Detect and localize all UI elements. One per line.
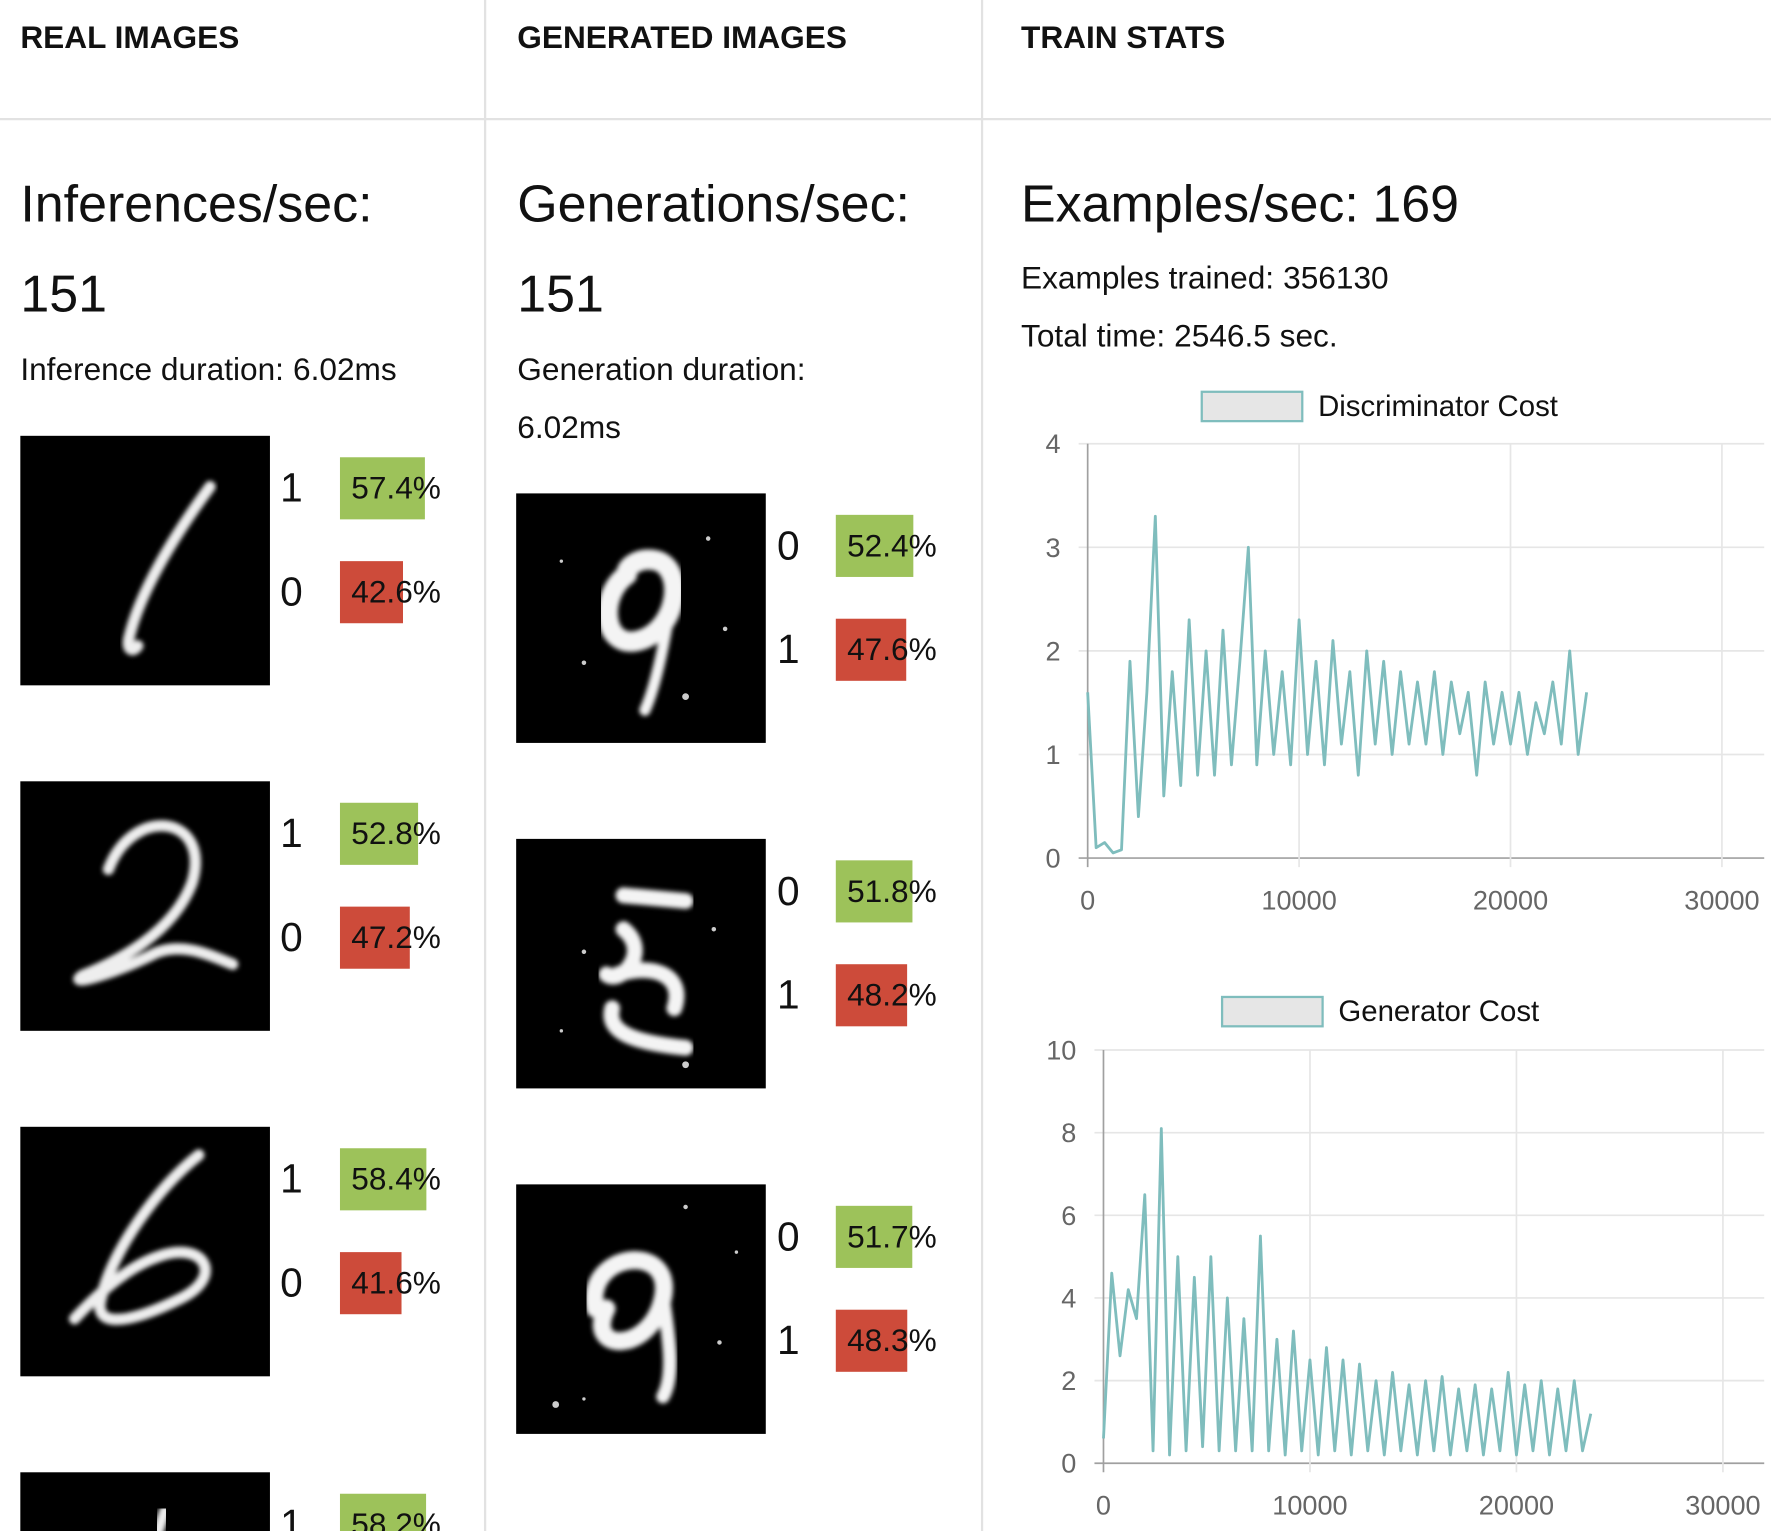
probability-bar bbox=[339, 1148, 427, 1211]
duration: Inference duration: 6.02ms bbox=[20, 351, 396, 387]
real-image bbox=[20, 1126, 270, 1377]
class-label: 1 bbox=[280, 810, 303, 856]
x-tick-label: 10000 bbox=[1261, 884, 1336, 915]
class-label: 0 bbox=[280, 569, 303, 615]
probability-bar bbox=[339, 1252, 402, 1315]
trained-value: 356130 bbox=[1283, 260, 1389, 296]
probability-label: 51.7% bbox=[847, 1218, 937, 1254]
rate-value: 169 bbox=[1372, 175, 1459, 233]
column-header: REAL IMAGES bbox=[20, 19, 239, 55]
rate-label: Examples/sec: bbox=[1021, 175, 1359, 233]
rate-value: 151 bbox=[517, 266, 604, 324]
probability-bar bbox=[339, 802, 419, 865]
legend-swatch bbox=[1220, 995, 1324, 1028]
duration-label: Generation duration: bbox=[517, 351, 805, 387]
real-image bbox=[20, 781, 270, 1031]
x-tick-label: 0 bbox=[1096, 1490, 1111, 1521]
rate-label: Generations/sec: bbox=[517, 175, 910, 233]
x-tick-label: 10000 bbox=[1272, 1490, 1347, 1521]
y-tick-label: 10 bbox=[1046, 1035, 1076, 1066]
y-tick-label: 8 bbox=[1061, 1117, 1076, 1148]
y-tick-label: 3 bbox=[1045, 532, 1060, 563]
y-tick-label: 2 bbox=[1045, 635, 1060, 666]
probability-bar bbox=[339, 1493, 427, 1531]
class-label: 1 bbox=[777, 626, 800, 672]
x-tick-label: 20000 bbox=[1479, 1490, 1554, 1521]
series-line bbox=[1102, 1127, 1593, 1457]
probability-bar bbox=[339, 561, 403, 624]
probability-label: 42.6% bbox=[351, 574, 441, 610]
y-tick-label: 2 bbox=[1061, 1365, 1076, 1396]
examples-trained: Examples trained: 356130 bbox=[1021, 260, 1389, 296]
probability-label: 52.4% bbox=[847, 527, 937, 563]
probability-label: 51.8% bbox=[847, 873, 937, 909]
examples-rate: Examples/sec: 169 bbox=[1021, 175, 1459, 233]
legend-swatch bbox=[1200, 390, 1304, 423]
probability-label: 47.6% bbox=[847, 631, 937, 667]
column-header: TRAIN STATS bbox=[1021, 19, 1225, 55]
real-image bbox=[20, 435, 270, 686]
probability-bar bbox=[835, 1309, 908, 1372]
class-label: 0 bbox=[280, 1260, 303, 1306]
y-tick-label: 0 bbox=[1045, 843, 1060, 874]
probability-label: 58.2% bbox=[351, 1506, 441, 1531]
probability-bar bbox=[339, 457, 425, 520]
column-header: GENERATED IMAGES bbox=[517, 19, 847, 55]
class-label: 0 bbox=[280, 914, 303, 960]
probability-label: 48.2% bbox=[847, 977, 937, 1013]
x-tick-label: 30000 bbox=[1685, 1490, 1760, 1521]
class-label: 1 bbox=[777, 972, 800, 1018]
probability-bar bbox=[835, 514, 914, 577]
class-label: 1 bbox=[280, 1156, 303, 1202]
x-tick-label: 0 bbox=[1080, 884, 1095, 915]
y-tick-label: 6 bbox=[1061, 1200, 1076, 1231]
duration-label: Inference duration: bbox=[20, 351, 284, 387]
x-tick-label: 30000 bbox=[1684, 884, 1759, 915]
time-value: 2546.5 sec. bbox=[1174, 317, 1337, 353]
trained-label: Examples trained: bbox=[1021, 260, 1274, 296]
probability-bar bbox=[835, 1205, 913, 1268]
rate-value: 151 bbox=[20, 266, 107, 324]
x-tick-label: 20000 bbox=[1473, 884, 1548, 915]
generated-image bbox=[516, 493, 766, 743]
probability-label: 52.8% bbox=[351, 815, 441, 851]
class-label: 0 bbox=[777, 522, 800, 568]
probability-bar bbox=[339, 906, 410, 969]
probability-bar bbox=[835, 618, 907, 681]
probability-label: 57.4% bbox=[351, 470, 441, 506]
generated-image bbox=[516, 1184, 766, 1434]
series-line bbox=[1086, 514, 1589, 855]
class-label: 0 bbox=[777, 868, 800, 914]
probability-bar bbox=[835, 860, 913, 923]
class-label: 1 bbox=[777, 1317, 800, 1363]
class-label: 0 bbox=[777, 1213, 800, 1259]
generated-image bbox=[516, 838, 766, 1089]
rate-label: Inferences/sec: bbox=[20, 175, 372, 233]
y-tick-label: 1 bbox=[1045, 739, 1060, 770]
real-image bbox=[20, 1472, 270, 1531]
class-label: 1 bbox=[280, 465, 303, 511]
probability-label: 48.3% bbox=[847, 1322, 937, 1358]
y-tick-label: 4 bbox=[1045, 428, 1060, 459]
duration-value: 6.02ms bbox=[293, 351, 397, 387]
probability-label: 47.2% bbox=[351, 919, 441, 955]
probability-label: 41.6% bbox=[351, 1265, 441, 1301]
probability-bar bbox=[835, 964, 908, 1027]
time-label: Total time: bbox=[1021, 317, 1165, 353]
y-tick-label: 4 bbox=[1061, 1282, 1076, 1313]
duration-value: 6.02ms bbox=[517, 409, 621, 445]
class-label: 1 bbox=[280, 1501, 303, 1531]
legend-label: Generator Cost bbox=[1338, 995, 1539, 1028]
legend-label: Discriminator Cost bbox=[1318, 390, 1558, 423]
probability-label: 58.4% bbox=[351, 1161, 441, 1197]
total-time: Total time: 2546.5 sec. bbox=[1021, 317, 1338, 353]
y-tick-label: 0 bbox=[1061, 1448, 1076, 1479]
